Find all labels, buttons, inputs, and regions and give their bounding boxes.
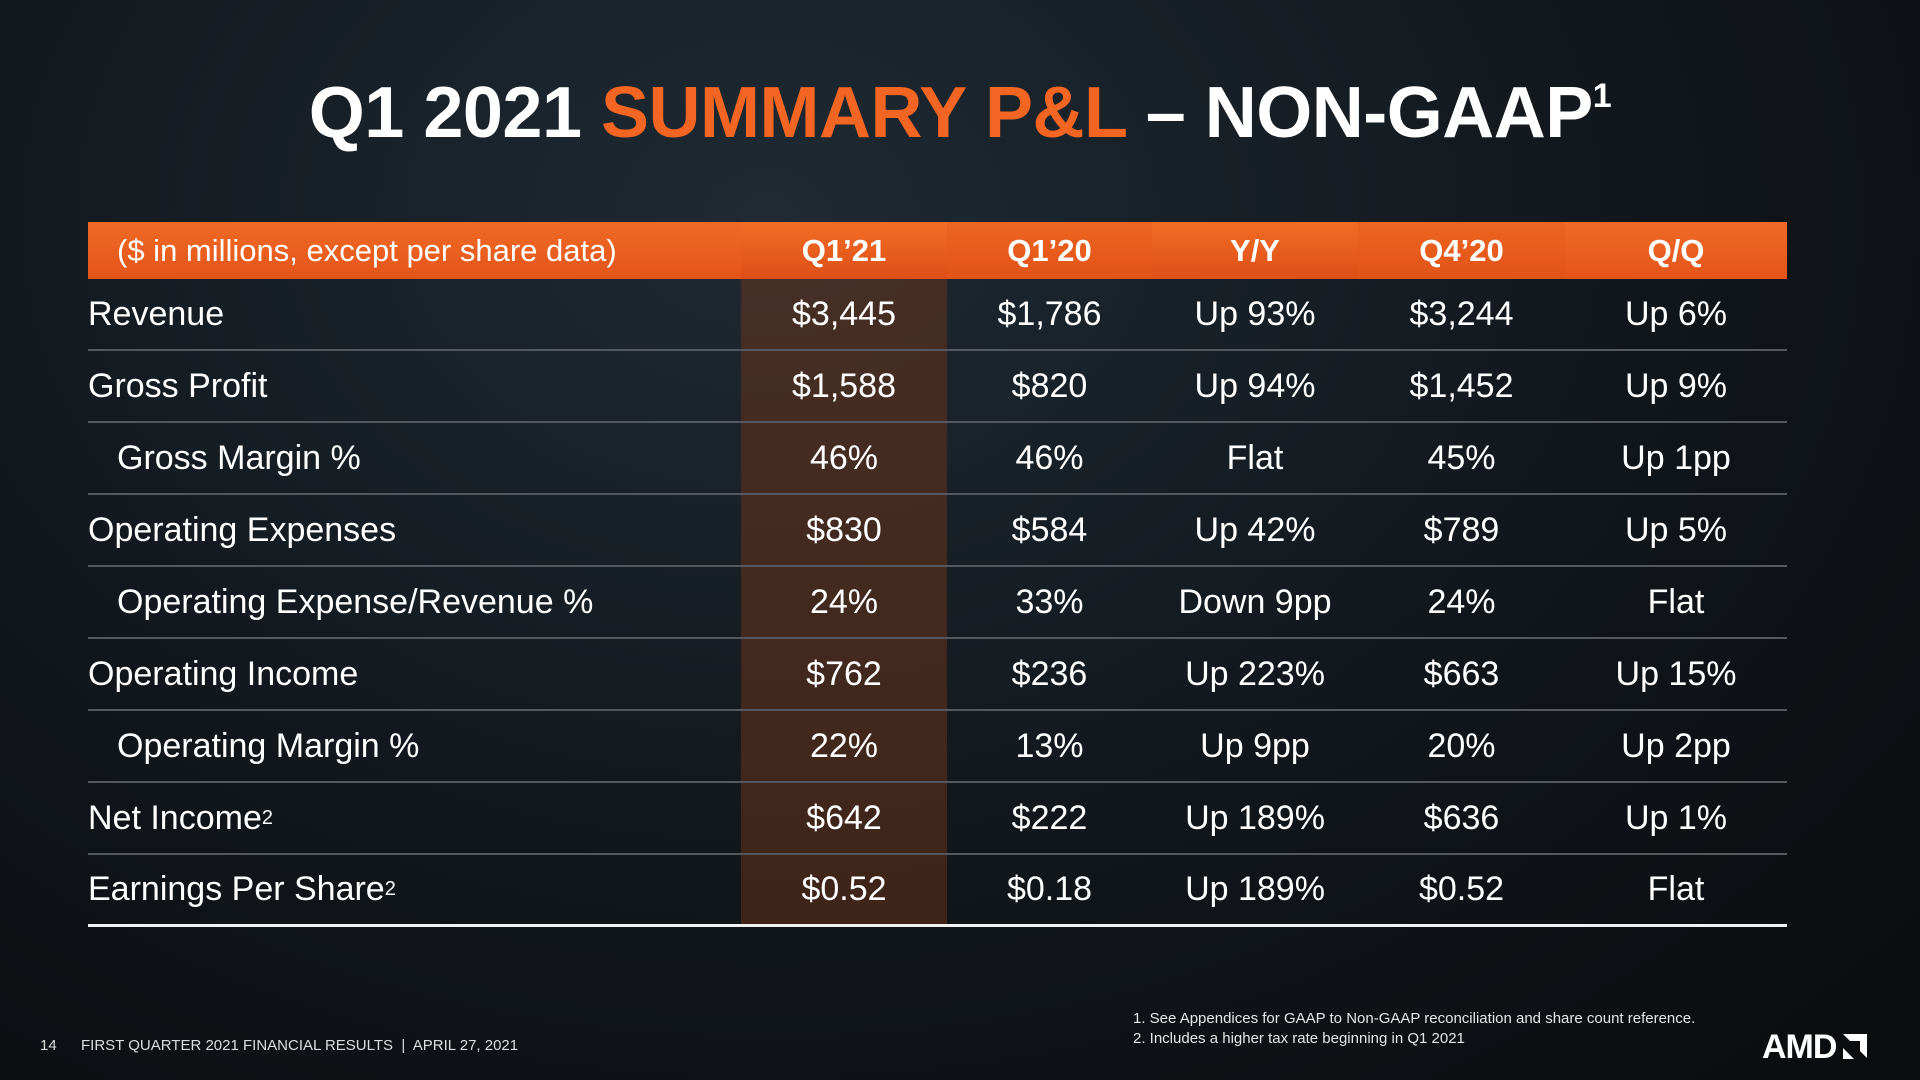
table-cell: $3,445 <box>741 279 947 349</box>
row-label: Gross Profit <box>88 351 741 421</box>
slide-title: Q1 2021 SUMMARY P&L – NON-GAAP1 <box>0 72 1920 154</box>
row-label-text: Operating Expense/Revenue % <box>117 582 594 621</box>
logo-icon <box>1843 1033 1868 1059</box>
row-label: Operating Margin % <box>88 711 741 781</box>
table-cell: Up 1% <box>1624 798 1728 837</box>
table-cell: $0.52 <box>1418 870 1505 908</box>
table-cell: $0.18 <box>1006 870 1093 908</box>
table-cell: $762 <box>741 639 947 709</box>
table-cell: Down 9pp <box>1178 582 1332 621</box>
title-part: – NON-GAAP <box>1145 73 1594 153</box>
table-cell: 24% <box>741 567 947 637</box>
column-header: Q1’20 <box>947 222 1152 279</box>
table-cell: 20% <box>1427 726 1496 765</box>
table-row: Operating Expenses $830 $584 Up 42% $789 Up 5… <box>88 495 1787 567</box>
table-cell: 45% <box>1427 438 1496 477</box>
table-cell: $3,244 <box>1409 294 1514 333</box>
title-highlight: SUMMARY P&L <box>601 73 1127 153</box>
table-row: Operating Margin % 22% 13% Up 9pp 20% Up 2pp <box>88 711 1787 783</box>
table-cell: 46% <box>741 423 947 493</box>
table-cell: Flat <box>1647 582 1705 621</box>
row-label-text: Gross Profit <box>88 366 268 405</box>
table-cell: Up 5% <box>1624 510 1728 549</box>
row-label: Operating Expense/Revenue % <box>88 567 741 637</box>
table-cell: $642 <box>741 783 947 853</box>
table-cell: 13% <box>1015 726 1084 765</box>
column-header: Q1’21 <box>741 222 947 279</box>
table-cell: $820 <box>1011 366 1088 405</box>
row-label-text: Revenue <box>88 294 225 333</box>
table-cell: Flat <box>1226 438 1284 477</box>
row-label-text: Earnings Per Share <box>88 870 385 908</box>
table-cell: $236 <box>1011 654 1088 693</box>
logo: AMD <box>1762 1028 1868 1067</box>
table-cell: $789 <box>1423 510 1500 549</box>
table-cell: Up 223% <box>1185 654 1325 693</box>
column-header: Q/Q <box>1647 232 1705 268</box>
footer-text: FIRST QUARTER 2021 FINANCIAL RESULTS | A… <box>81 1037 519 1054</box>
table-cell: Up 9% <box>1624 366 1728 405</box>
table-cell: $830 <box>741 495 947 565</box>
table-cell: $1,588 <box>741 351 947 421</box>
logo-text: AMD <box>1762 1028 1837 1066</box>
table-cell: $222 <box>1011 798 1088 837</box>
page-number: 14 <box>40 1037 57 1054</box>
row-label: Net Income 2 <box>88 783 741 853</box>
row-label-text: Operating Expenses <box>88 510 397 549</box>
pl-table: ($ in millions, except per share data) Q1… <box>88 222 1787 927</box>
footnotes: 1. See Appendices for GAAP to Non-GAAP r… <box>1133 1009 1695 1049</box>
table-cell: Up 1pp <box>1621 438 1731 477</box>
table-cell: Up 6% <box>1624 294 1728 333</box>
column-header: Y/Y <box>1152 222 1358 279</box>
table-cell: Up 189% <box>1185 870 1325 908</box>
table-cell: 46% <box>1015 438 1084 477</box>
table-row: Gross Profit $1,588 $820 Up 94% $1,452 Up 9% <box>88 351 1787 423</box>
column-header: Q4’20 <box>1358 222 1565 279</box>
footnote-marker: 2 <box>384 878 396 900</box>
table-row: Revenue $3,445 $1,786 Up 93% $3,244 Up 6% <box>88 279 1787 351</box>
row-label-text: Operating Margin % <box>117 726 420 765</box>
table-row: Gross Margin % 46% 46% Flat 45% Up 1pp <box>88 423 1787 495</box>
table-cell: Up 15% <box>1615 654 1737 693</box>
column-header: ($ in millions, except per share data) <box>117 232 617 268</box>
table-cell: $1,452 <box>1409 366 1514 405</box>
row-label: Revenue <box>88 279 741 349</box>
table-row: Net Income 2 $642 $222 Up 189% $636 Up 1% <box>88 783 1787 855</box>
table-cell: Up 42% <box>1194 510 1316 549</box>
table-cell: Up 189% <box>1185 798 1325 837</box>
title-part: Q1 2021 <box>308 73 582 153</box>
row-label-text: Gross Margin % <box>117 438 361 477</box>
table-cell: $636 <box>1423 798 1500 837</box>
row-label: Operating Expenses <box>88 495 741 565</box>
row-label: Gross Margin % <box>88 423 741 493</box>
table-cell: 22% <box>741 711 947 781</box>
table-cell: Up 94% <box>1194 366 1316 405</box>
row-label: Earnings Per Share 2 <box>88 855 741 924</box>
table-cell: 33% <box>1015 582 1084 621</box>
title-footnote-marker: 1 <box>1592 77 1612 115</box>
table-cell: 24% <box>1427 582 1496 621</box>
row-label-text: Net Income <box>88 798 262 837</box>
table-cell: Up 93% <box>1194 294 1316 333</box>
table-cell: Up 9pp <box>1200 726 1310 765</box>
table-cell: Up 2pp <box>1621 726 1731 765</box>
footnote: 1. See Appendices for GAAP to Non-GAAP r… <box>1133 1010 1696 1027</box>
row-label-text: Operating Income <box>88 654 359 693</box>
table-row: Earnings Per Share 2 $0.52 $0.18 Up 189% $0.5… <box>88 855 1787 927</box>
table-cell: $584 <box>1011 510 1088 549</box>
footnote-marker: 2 <box>261 806 273 829</box>
header-row: ($ in millions, except per share data) Q1… <box>88 222 1787 279</box>
table-cell: $663 <box>1423 654 1500 693</box>
footnote: 2. Includes a higher tax rate beginning … <box>1133 1030 1465 1047</box>
row-label: Operating Income <box>88 639 741 709</box>
table-row: Operating Income $762 $236 Up 223% $663 Up 15… <box>88 639 1787 711</box>
table-row: Operating Expense/Revenue % 24% 33% Down 9p… <box>88 567 1787 639</box>
table-cell: $0.52 <box>741 855 947 924</box>
table-cell: Flat <box>1647 870 1705 908</box>
table-cell: $1,786 <box>997 294 1102 333</box>
